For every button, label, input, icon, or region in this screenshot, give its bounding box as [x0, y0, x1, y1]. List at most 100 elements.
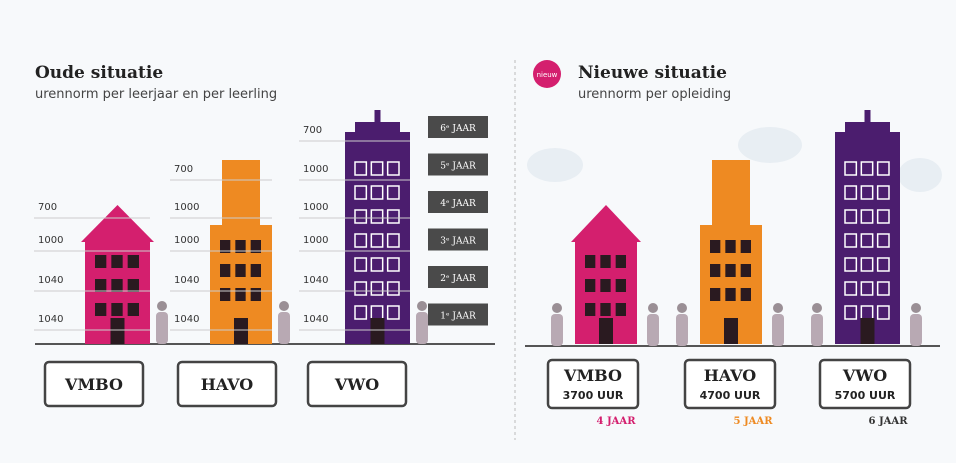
window	[585, 279, 595, 292]
old-title: Oude situatie	[35, 63, 163, 83]
hour-label: 1000	[303, 164, 328, 175]
door	[724, 318, 738, 344]
window	[220, 264, 230, 277]
person	[278, 312, 290, 344]
person	[279, 301, 289, 311]
year-label: 5ᵉ JAAR	[440, 162, 476, 172]
window	[235, 288, 245, 301]
window	[741, 264, 751, 277]
building-label: HAVO	[704, 366, 757, 385]
person	[417, 301, 427, 311]
window	[725, 264, 735, 277]
hour-label: 1040	[303, 314, 328, 325]
window	[600, 279, 610, 292]
hour-label: 1000	[174, 202, 199, 213]
building	[712, 160, 750, 230]
door	[599, 318, 613, 344]
hour-label: 700	[38, 202, 57, 213]
hours-label: 5700 UUR	[835, 389, 896, 402]
window	[220, 288, 230, 301]
year-label: 4ᵉ JAAR	[440, 199, 476, 209]
window	[725, 288, 735, 301]
window	[616, 303, 626, 316]
new-subtitle: urennorm per opleiding	[578, 87, 731, 102]
badge-text: nieuw	[537, 71, 558, 79]
person	[911, 303, 921, 313]
duration-label: 5 JAAR	[734, 416, 774, 427]
year-label: 3ᵉ JAAR	[440, 237, 476, 247]
window	[600, 255, 610, 268]
window	[128, 255, 139, 268]
window	[725, 240, 735, 253]
building-label: VWO	[334, 375, 379, 394]
duration-label: 4 JAAR	[597, 416, 637, 427]
person	[676, 314, 688, 346]
window	[95, 255, 106, 268]
window	[710, 288, 720, 301]
window	[111, 303, 122, 316]
window	[111, 255, 122, 268]
person	[812, 303, 822, 313]
window	[585, 255, 595, 268]
hours-label: 3700 UUR	[563, 389, 624, 402]
hour-label: 1000	[303, 202, 328, 213]
hour-label: 1040	[303, 275, 328, 286]
building-label: VWO	[842, 366, 887, 385]
building-label: HAVO	[201, 375, 254, 394]
building	[222, 160, 260, 230]
person	[647, 314, 659, 346]
window	[600, 303, 610, 316]
hour-label: 1000	[303, 235, 328, 246]
person	[772, 314, 784, 346]
window	[111, 279, 122, 292]
door	[111, 318, 125, 344]
old-subtitle: urennorm per leerjaar en per leerling	[35, 87, 277, 102]
person	[648, 303, 658, 313]
hours-label: 4700 UUR	[700, 389, 761, 402]
person	[773, 303, 783, 313]
window	[95, 303, 106, 316]
hour-label: 700	[174, 164, 193, 175]
hour-label: 1000	[174, 235, 199, 246]
person	[157, 301, 167, 311]
spire	[865, 110, 871, 124]
building-label: VMBO	[64, 375, 123, 394]
window	[585, 303, 595, 316]
door	[861, 318, 875, 344]
new-title: Nieuwe situatie	[578, 63, 727, 83]
window	[741, 288, 751, 301]
hour-label: 1040	[174, 314, 199, 325]
year-label: 2ᵉ JAAR	[440, 274, 476, 284]
person	[910, 314, 922, 346]
window	[95, 279, 106, 292]
building	[845, 122, 890, 134]
year-label: 6ᵉ JAAR	[440, 124, 476, 134]
window	[710, 240, 720, 253]
building	[355, 122, 400, 134]
person	[416, 312, 428, 344]
door	[371, 318, 385, 344]
person	[551, 314, 563, 346]
door	[234, 318, 248, 344]
window	[251, 264, 261, 277]
infographic: Oude situatie urennorm per leerjaar en p…	[0, 0, 956, 463]
window	[741, 240, 751, 253]
year-label: 1ᵉ JAAR	[440, 312, 476, 322]
hour-label: 1040	[38, 314, 63, 325]
hour-label: 1040	[174, 275, 199, 286]
building-label: VMBO	[563, 366, 622, 385]
person	[811, 314, 823, 346]
window	[128, 279, 139, 292]
window	[616, 255, 626, 268]
person	[677, 303, 687, 313]
hour-label: 700	[303, 125, 322, 136]
duration-label: 6 JAAR	[869, 416, 909, 427]
window	[616, 279, 626, 292]
window	[251, 288, 261, 301]
window	[235, 264, 245, 277]
person	[156, 312, 168, 344]
spire	[375, 110, 381, 124]
person	[552, 303, 562, 313]
hour-label: 1040	[38, 275, 63, 286]
window	[128, 303, 139, 316]
